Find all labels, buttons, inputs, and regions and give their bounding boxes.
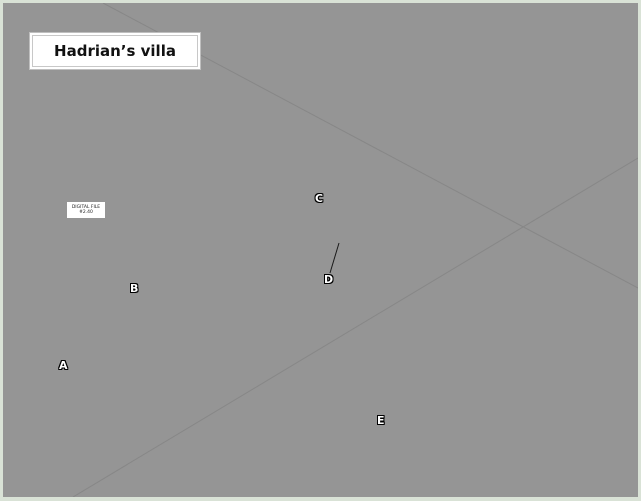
file-tag-line2: #2.40: [79, 210, 93, 215]
marker-e: E: [377, 414, 385, 427]
digital-file-tag: DIGITAL FILE #2.40: [67, 202, 105, 218]
marker-a: A: [59, 359, 68, 372]
title-box: Hadrian’s villa: [29, 32, 201, 70]
guide-lines: [72, 3, 638, 497]
file-tag-line1: DIGITAL FILE: [71, 205, 101, 210]
page-title: Hadrian’s villa: [54, 42, 176, 60]
pointer-line-d: [329, 242, 340, 274]
plan-canvas: Hadrian’s villa DIGITAL FILE #2.40 A B C…: [3, 3, 638, 497]
marker-b: B: [130, 282, 139, 295]
marker-c: C: [315, 192, 324, 205]
guide-line-diagonal-up: [72, 157, 638, 497]
marker-d: D: [324, 273, 334, 286]
